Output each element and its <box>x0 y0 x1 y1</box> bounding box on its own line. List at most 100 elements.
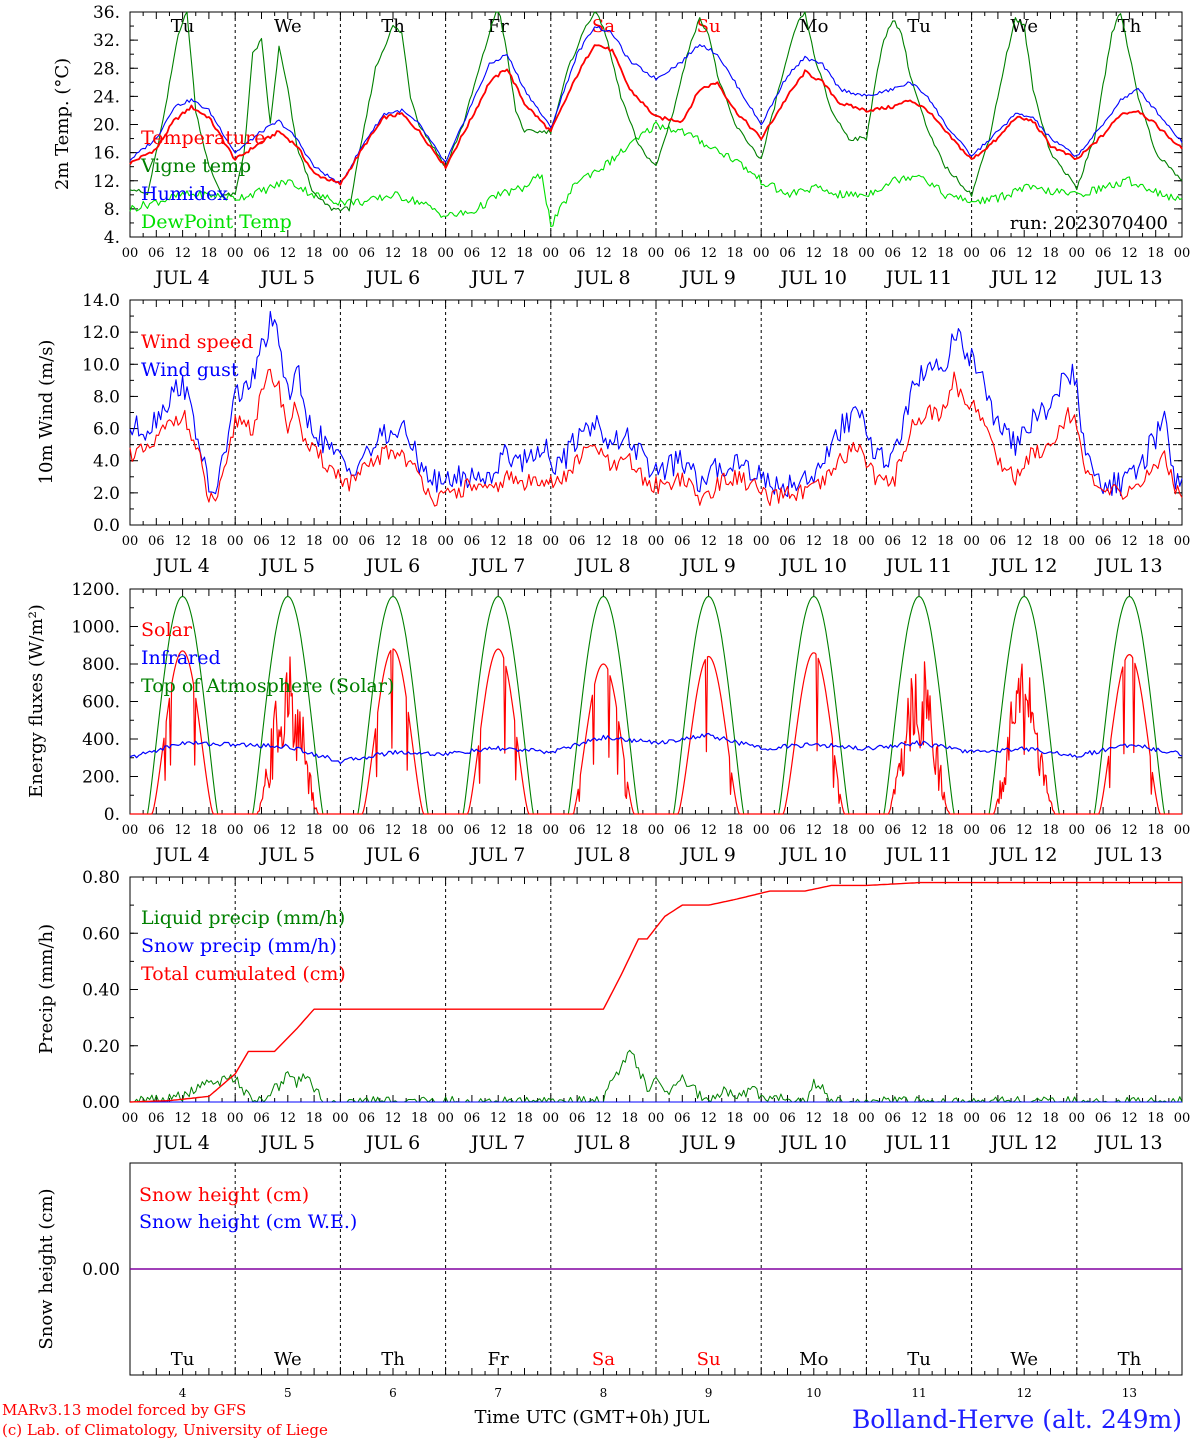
date-label: JUL 4 <box>153 267 209 289</box>
date-label: JUL 9 <box>679 267 735 289</box>
hour-tick-label: 00 <box>332 1111 349 1126</box>
hour-tick-label: 12 <box>700 534 717 549</box>
y-tick-label: 600. <box>82 693 120 713</box>
day-number-label: 12 <box>1017 1386 1032 1400</box>
hour-tick-label: 12 <box>174 823 191 838</box>
hour-tick-label: 18 <box>1147 246 1164 261</box>
wind-y-label: 10m Wind (m/s) <box>36 340 57 485</box>
hour-tick-label: 00 <box>1174 823 1191 838</box>
date-label: JUL 8 <box>574 844 630 866</box>
hour-tick-label: 18 <box>306 534 323 549</box>
hour-tick-label: 18 <box>411 246 428 261</box>
hour-tick-label: 00 <box>543 823 560 838</box>
y-tick-label: 36. <box>93 3 120 23</box>
series-dewpoint <box>129 121 1183 228</box>
y-tick-label: 16. <box>93 144 120 164</box>
day-number-label: 9 <box>705 1386 713 1400</box>
hour-tick-label: 06 <box>1095 1111 1112 1126</box>
weekday-label: Tu <box>171 1349 195 1370</box>
y-tick-label: 1200. <box>71 580 120 600</box>
hour-tick-label: 12 <box>490 534 507 549</box>
hour-tick-label: 06 <box>779 246 796 261</box>
snow-weekday-labels: Tu We Th Fr Sa Su Mo Tu We Th <box>171 1349 1142 1370</box>
date-label: JUL 4 <box>153 844 209 866</box>
date-label: JUL 5 <box>259 555 315 577</box>
hour-tick-label: 18 <box>621 246 638 261</box>
hour-tick-label: 12 <box>174 246 191 261</box>
weekday-label: Mo <box>799 1349 828 1370</box>
hour-tick-label: 00 <box>332 246 349 261</box>
date-label: JUL 9 <box>679 555 735 577</box>
weekday-label: Mo <box>799 16 828 37</box>
hour-tick-label: 00 <box>858 246 875 261</box>
hour-tick-label: 12 <box>280 823 297 838</box>
y-tick-label: 10.0 <box>82 355 120 375</box>
legend-snow-height-we: Snow height (cm W.E.) <box>139 1211 357 1233</box>
hour-tick-label: 00 <box>648 1111 665 1126</box>
hour-tick-label: 12 <box>700 823 717 838</box>
hour-tick-label: 00 <box>1069 823 1086 838</box>
hour-tick-label: 12 <box>385 246 402 261</box>
date-label: JUL 10 <box>779 555 847 577</box>
hour-tick-label: 12 <box>174 534 191 549</box>
lab-credit-line: (c) Lab. of Climatology, University of L… <box>2 1421 328 1439</box>
wind-day-gridlines <box>234 300 1078 525</box>
weekday-label: Fr <box>488 1349 509 1370</box>
hour-tick-label: 12 <box>1121 1111 1138 1126</box>
y-tick-label: 0.40 <box>82 981 120 1001</box>
hour-tick-label: 00 <box>227 246 244 261</box>
hour-tick-label: 00 <box>1069 246 1086 261</box>
series-total-cumulated <box>129 881 1182 1103</box>
date-label: JUL 7 <box>469 1132 525 1154</box>
hour-tick-label: 06 <box>674 823 691 838</box>
date-label: JUL 13 <box>1094 1132 1162 1154</box>
hour-tick-label: 12 <box>1121 823 1138 838</box>
precip-day-gridlines <box>234 877 1078 1102</box>
hour-tick-label: 06 <box>884 246 901 261</box>
hour-tick-label: 06 <box>990 534 1007 549</box>
snow-panel: 0.00 4 5 6 7 8 9 10 11 12 13 Tu We Th Fr Sa Su Mo Tu We Th… <box>36 1162 1183 1400</box>
hour-tick-label: 18 <box>516 823 533 838</box>
legend-liquid-precip: Liquid precip (mm/h) <box>141 907 345 929</box>
hour-tick-label: 06 <box>884 534 901 549</box>
date-label: JUL 10 <box>779 844 847 866</box>
hour-tick-label: 12 <box>911 534 928 549</box>
legend-snow-height: Snow height (cm) <box>139 1184 309 1206</box>
date-label: JUL 13 <box>1094 844 1162 866</box>
weekday-label: Tu <box>907 16 931 37</box>
y-tick-label: 0.0 <box>93 516 120 536</box>
hour-tick-label: 12 <box>385 1111 402 1126</box>
date-label: JUL 11 <box>884 1132 952 1154</box>
y-tick-label: 400. <box>82 730 120 750</box>
hour-tick-label: 00 <box>648 534 665 549</box>
snow-y-label: Snow height (cm) <box>36 1188 57 1349</box>
hour-tick-label: 18 <box>306 246 323 261</box>
date-label: JUL 10 <box>779 267 847 289</box>
hour-tick-label: 18 <box>1147 1111 1164 1126</box>
hour-tick-label: 00 <box>1069 534 1086 549</box>
time-axis-label: Time UTC (GMT+0h) JUL <box>475 1407 710 1428</box>
hour-tick-label: 18 <box>1042 246 1059 261</box>
legend-toa: Top of Atmosphere (Solar) <box>141 675 394 697</box>
date-label: JUL 13 <box>1094 267 1162 289</box>
weekday-label: Su <box>697 1349 721 1370</box>
date-label: JUL 13 <box>1094 555 1162 577</box>
hour-tick-label: 00 <box>332 534 349 549</box>
hour-tick-label: 06 <box>569 823 586 838</box>
series-wind-speed <box>129 368 1183 507</box>
hour-tick-label: 12 <box>700 246 717 261</box>
hour-tick-label: 06 <box>884 1111 901 1126</box>
hour-tick-label: 18 <box>832 246 849 261</box>
day-number-label: 10 <box>806 1386 821 1400</box>
hour-tick-label: 00 <box>227 823 244 838</box>
hour-tick-label: 12 <box>174 1111 191 1126</box>
hour-tick-label: 12 <box>911 823 928 838</box>
legend-vigne-temp: Vigne temp <box>140 155 251 177</box>
precip-y-axis: 0.00 0.20 0.40 0.60 0.80 <box>82 868 1182 1113</box>
precip-x-axis: 00 06 12 18 JUL 4 00 06 12 18 JUL 5 00 06 12 18 JUL 6 0… <box>122 877 1190 1154</box>
date-label: JUL 11 <box>884 555 952 577</box>
hour-tick-label: 06 <box>990 1111 1007 1126</box>
energy-x-axis: 00 06 12 18 JUL 4 00 06 12 18 JUL 5 00 06 12 18 JUL 6 0… <box>122 589 1191 866</box>
legend-humidex: Humidex <box>141 183 228 205</box>
weekday-label: Tu <box>907 1349 931 1370</box>
